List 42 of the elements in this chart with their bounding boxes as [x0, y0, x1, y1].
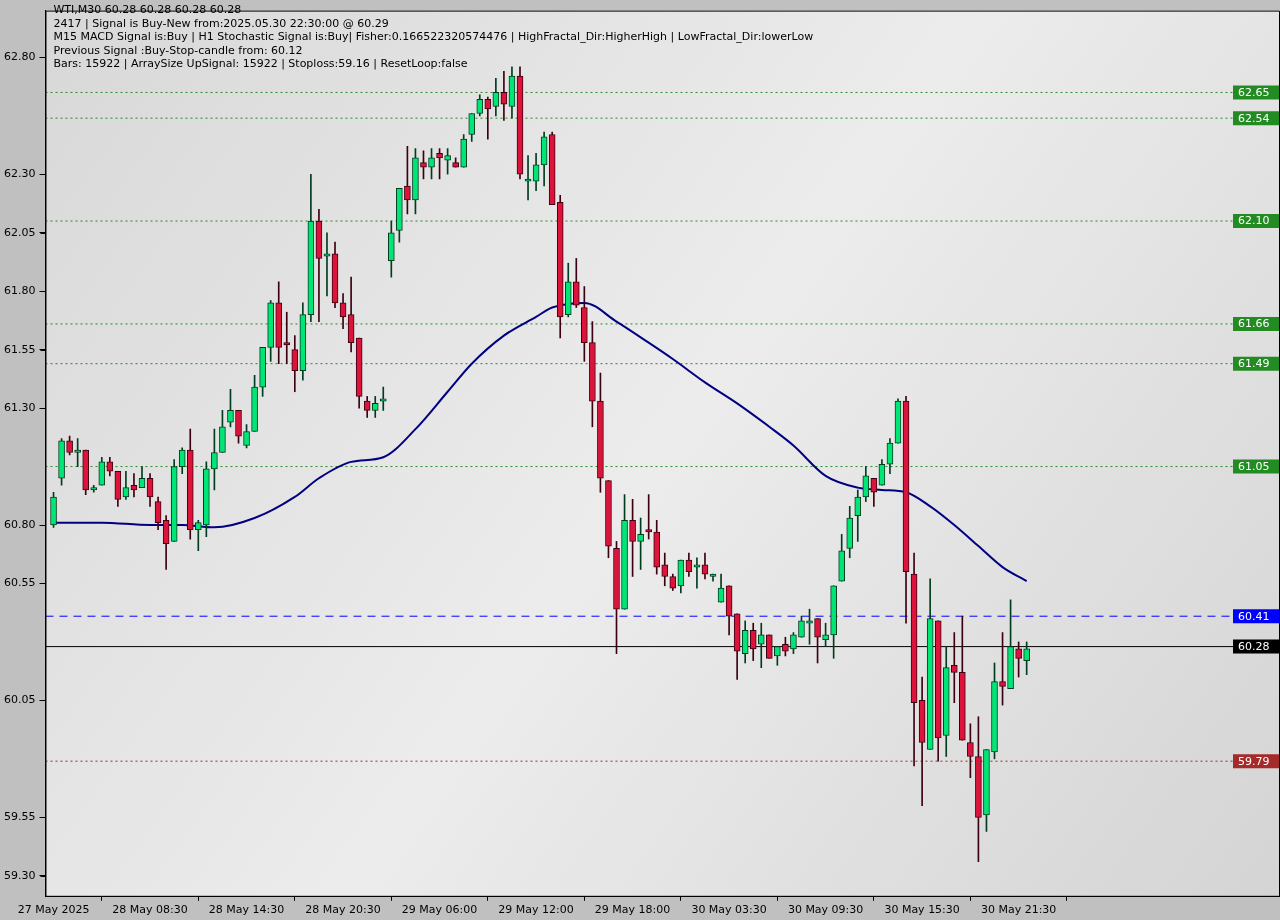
ref-line-label: 61.66: [1238, 317, 1270, 331]
candlestick: [379, 386, 387, 411]
y-tick-label: 61.80: [3, 284, 36, 298]
annotation: Previous Signal :Buy-Stop-candle from: 60.12: [53, 43, 304, 57]
y-tick-label: 62.05: [3, 225, 36, 239]
y-tick-label: 59.55: [3, 810, 36, 824]
chart-title: WTI,M30 60.28 60.28 60.28 60.28: [53, 3, 243, 17]
x-tick-label: 29 May 18:00: [594, 903, 671, 917]
x-tick-label: 30 May 03:30: [691, 903, 767, 917]
ref-line-label: 61.05: [1238, 459, 1270, 473]
x-tick-label: 28 May 14:30: [208, 903, 285, 917]
y-tick-label: 61.30: [3, 400, 36, 414]
candlestick: [283, 311, 291, 365]
y-tick-label: 61.55: [3, 342, 36, 356]
annotation: M15 MACD Signal is:Buy | H1 Stochastic Signal is:Buy| Fisher:0.166522320574476 | HighFractal_Dir:HigherHigh | LowFractal_Dir:lowerLow: [53, 30, 814, 44]
y-tick-label: 60.05: [3, 693, 36, 707]
y-tick-label: 62.80: [3, 50, 36, 64]
x-tick-label: 28 May 08:30: [112, 903, 188, 917]
x-tick-label: 27 May 2025: [17, 903, 90, 917]
ref-line-label: 62.10: [1238, 214, 1270, 228]
y-tick-label: 62.30: [3, 167, 36, 181]
y-tick-label: 60.80: [3, 517, 36, 531]
y-tick-label: 59.30: [3, 868, 36, 882]
annotation: 2417 | Signal is Buy-New from:2025.05.30 22:30:00 @ 60.29: [53, 16, 390, 30]
x-tick-label: 29 May 12:00: [498, 903, 574, 917]
x-tick-label: 28 May 20:30: [305, 903, 381, 917]
x-tick-label: 30 May 15:30: [884, 903, 960, 917]
ref-line-label: 59.79: [1238, 754, 1270, 768]
y-tick-label: 60.55: [3, 576, 36, 590]
ref-line-label: 62.54: [1238, 111, 1270, 125]
x-tick-label: 29 May 06:00: [401, 903, 478, 917]
ref-line-label: 62.65: [1238, 85, 1270, 99]
ref-line-label: 61.49: [1238, 357, 1270, 371]
ref-line-label: 60.28: [1238, 639, 1270, 653]
candlestick: [645, 494, 652, 540]
x-tick-label: 30 May 09:30: [787, 903, 864, 917]
annotation: Bars: 15922 | ArraySize UpSignal: 15922 | Stoploss:59.16 | ResetLoop:false: [53, 57, 469, 71]
candlestick: [757, 622, 765, 668]
x-tick-label: 30 May 21:30: [980, 903, 1057, 917]
candlestick: [950, 632, 958, 704]
ref-line-label: 60.41: [1238, 609, 1270, 623]
candlestick: [484, 96, 492, 140]
